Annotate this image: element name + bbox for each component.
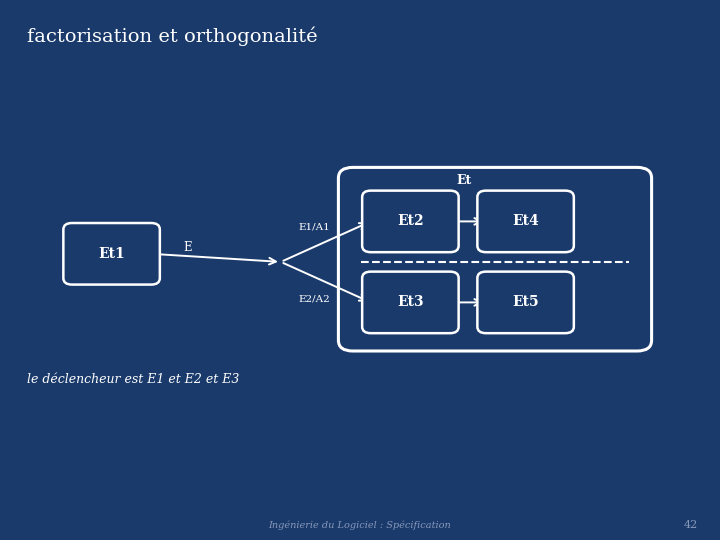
FancyBboxPatch shape (477, 191, 574, 252)
Text: 42: 42 (684, 520, 698, 530)
Text: Et1: Et1 (98, 247, 125, 261)
Text: Ingénierie du Logiciel : Spécification: Ingénierie du Logiciel : Spécification (269, 521, 451, 530)
FancyBboxPatch shape (477, 272, 574, 333)
Text: E: E (184, 241, 192, 254)
Text: E1/A1: E1/A1 (299, 222, 330, 231)
Text: factorisation et orthogonalité: factorisation et orthogonalité (27, 27, 318, 46)
Text: Et2: Et2 (397, 214, 423, 228)
Text: Et4: Et4 (512, 214, 539, 228)
Text: Et3: Et3 (397, 295, 423, 309)
FancyBboxPatch shape (362, 272, 459, 333)
Text: Et: Et (456, 174, 472, 187)
FancyBboxPatch shape (63, 223, 160, 285)
Text: le déclencheur est E1 et E2 et E3: le déclencheur est E1 et E2 et E3 (27, 373, 240, 386)
Text: E2/A2: E2/A2 (299, 294, 330, 303)
Text: Et5: Et5 (513, 295, 539, 309)
FancyBboxPatch shape (362, 191, 459, 252)
